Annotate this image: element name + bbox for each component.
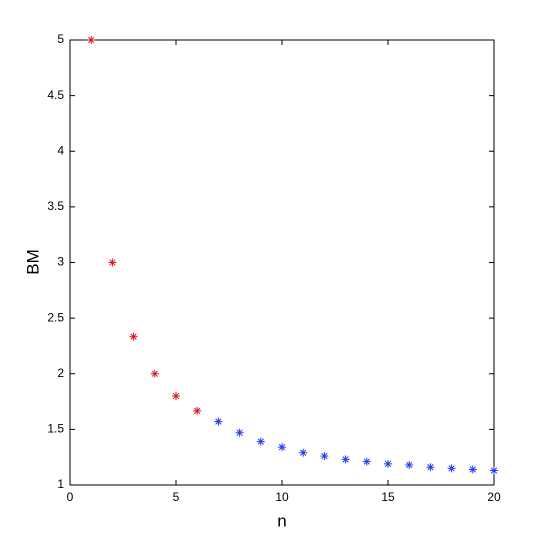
y-tick-label: 2 — [57, 366, 64, 380]
marker-stroke — [172, 392, 180, 400]
marker-stroke — [384, 460, 392, 468]
marker-stroke — [300, 449, 307, 456]
marker-stroke — [363, 458, 370, 465]
marker — [172, 392, 180, 400]
marker — [278, 443, 286, 452]
marker-stroke — [130, 333, 137, 340]
marker — [447, 464, 456, 473]
marker-stroke — [151, 370, 158, 377]
marker-stroke — [469, 466, 476, 473]
y-tick-label: 1 — [57, 477, 64, 491]
x-tick-label: 5 — [173, 490, 180, 504]
x-tick-label: 20 — [487, 490, 501, 504]
marker — [320, 452, 329, 461]
marker — [341, 455, 350, 464]
marker — [235, 428, 244, 437]
marker-stroke — [236, 429, 243, 436]
marker-stroke — [406, 461, 413, 469]
marker — [490, 466, 498, 475]
marker-stroke — [278, 444, 286, 451]
marker — [384, 459, 392, 468]
x-tick-label: 0 — [67, 490, 74, 504]
marker-stroke — [321, 452, 328, 460]
marker — [87, 36, 96, 44]
marker — [426, 463, 435, 472]
marker — [362, 457, 371, 466]
y-tick-label: 5 — [57, 32, 64, 46]
plot-box — [69, 39, 495, 486]
marker-stroke — [427, 464, 434, 471]
marker-stroke — [215, 418, 222, 425]
marker-stroke — [257, 438, 264, 445]
marker — [256, 437, 265, 446]
marker-stroke — [448, 465, 455, 472]
marker — [193, 406, 202, 415]
marker — [150, 369, 159, 378]
y-tick-label: 4.5 — [47, 88, 64, 102]
marker — [129, 332, 138, 341]
marker — [214, 417, 223, 426]
marker — [468, 465, 477, 474]
y-tick-label: 2.5 — [47, 310, 64, 324]
y-tick-label: 1.5 — [47, 422, 64, 436]
marker-stroke — [88, 36, 95, 44]
x-tick-label: 10 — [275, 490, 289, 504]
marker-stroke — [109, 259, 116, 266]
y-tick-label: 3 — [57, 255, 64, 269]
y-tick-label: 3.5 — [47, 199, 64, 213]
x-tick-label: 15 — [381, 490, 395, 504]
marker — [108, 258, 117, 267]
marker-stroke — [342, 456, 349, 463]
x-axis-title: n — [277, 511, 286, 530]
marker — [405, 460, 414, 469]
y-tick-label: 4 — [57, 143, 64, 157]
marker-stroke — [194, 407, 201, 414]
marker — [299, 448, 308, 457]
y-axis-title: BM — [23, 249, 42, 275]
marker-stroke — [490, 467, 498, 474]
